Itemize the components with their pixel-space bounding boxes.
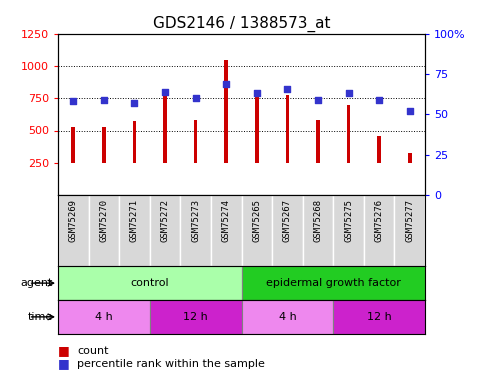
Title: GDS2146 / 1388573_at: GDS2146 / 1388573_at [153,16,330,32]
Text: agent: agent [21,278,53,288]
Point [222,81,230,87]
Bar [285,95,289,163]
Bar [211,195,242,266]
Text: 12 h: 12 h [367,312,392,322]
Text: ■: ■ [58,344,70,357]
Point [70,99,77,105]
Bar [255,96,258,163]
Point [192,95,199,101]
Text: GSM75273: GSM75273 [191,199,200,242]
Bar [225,60,228,163]
Text: GSM75274: GSM75274 [222,199,231,242]
Point [284,86,291,92]
Text: 4 h: 4 h [95,312,113,322]
Text: count: count [77,346,109,355]
Point [100,97,108,103]
Text: 12 h: 12 h [183,312,208,322]
Point [406,108,413,114]
Point [345,90,353,96]
Bar [150,300,242,334]
Point [314,97,322,103]
Bar [333,195,364,266]
Bar [58,300,150,334]
Bar [133,121,136,163]
Bar [71,127,75,163]
Bar [242,266,425,300]
Point [161,89,169,95]
Point [375,97,383,103]
Point [253,90,261,96]
Text: GSM75277: GSM75277 [405,199,414,242]
Text: percentile rank within the sample: percentile rank within the sample [77,359,265,369]
Text: GSM75268: GSM75268 [313,199,323,242]
Bar [408,153,412,163]
Bar [102,127,106,163]
Text: GSM75276: GSM75276 [375,199,384,242]
Text: GSM75272: GSM75272 [160,199,170,242]
Text: GSM75271: GSM75271 [130,199,139,242]
Bar [347,105,350,163]
Text: GSM75267: GSM75267 [283,199,292,242]
Bar [119,195,150,266]
Bar [180,195,211,266]
Text: ■: ■ [58,357,70,370]
Point [130,100,138,106]
Bar [303,195,333,266]
Bar [194,120,198,163]
Bar [150,195,180,266]
Bar [88,195,119,266]
Bar [316,120,320,163]
Text: GSM75269: GSM75269 [69,199,78,242]
Text: control: control [130,278,169,288]
Bar [58,266,242,300]
Text: 4 h: 4 h [279,312,296,322]
Bar [242,195,272,266]
Bar [333,300,425,334]
Text: GSM75265: GSM75265 [252,199,261,242]
Bar [364,195,395,266]
Text: time: time [28,312,53,322]
Bar [395,195,425,266]
Text: GSM75270: GSM75270 [99,199,108,242]
Bar [163,93,167,163]
Bar [377,136,381,163]
Text: GSM75275: GSM75275 [344,199,353,242]
Bar [272,195,303,266]
Text: epidermal growth factor: epidermal growth factor [266,278,401,288]
Bar [242,300,333,334]
Bar [58,195,88,266]
